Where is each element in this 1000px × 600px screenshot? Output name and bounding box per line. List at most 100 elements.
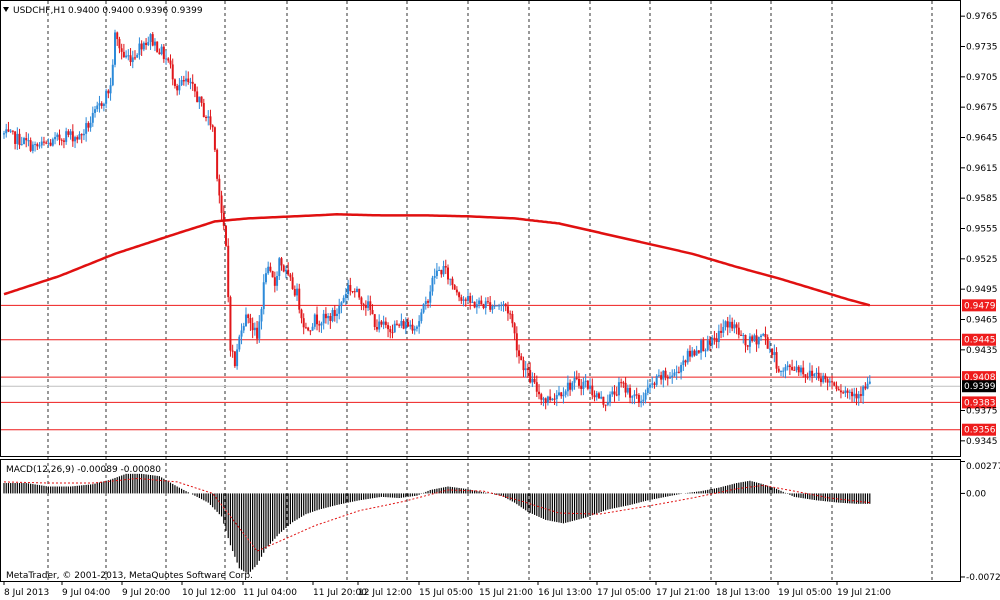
- candle-body: [138, 43, 141, 55]
- candle-body: [629, 387, 632, 398]
- candle-body: [771, 348, 774, 355]
- candle-body: [613, 391, 616, 395]
- candle-body: [806, 376, 809, 378]
- candle-body: [40, 141, 43, 146]
- candle-body: [864, 386, 867, 389]
- candle-body: [819, 378, 822, 383]
- price-tick-label: 0.9735: [966, 43, 998, 53]
- candle-body: [655, 375, 658, 385]
- candle-body: [777, 368, 780, 372]
- time-tick-label: 11 Jul 20:00: [313, 588, 367, 598]
- candle-body: [442, 266, 445, 275]
- candle-body: [415, 326, 418, 329]
- candle-body: [120, 48, 123, 52]
- candle-body: [176, 85, 179, 91]
- candle-body: [602, 396, 605, 405]
- price-tick-label: 0.9345: [966, 437, 998, 447]
- price-tick-label: 0.9645: [966, 134, 998, 144]
- candle-body: [859, 394, 862, 396]
- candle-body: [671, 375, 674, 377]
- price-tick-label: 0.9465: [966, 316, 998, 326]
- candle-body: [571, 382, 574, 390]
- candle-body: [74, 137, 77, 142]
- candle-body: [500, 305, 503, 307]
- candle-body: [36, 144, 39, 147]
- candle-body: [584, 380, 587, 382]
- candle-body: [289, 274, 292, 278]
- candle-body: [429, 291, 432, 303]
- horizontal-levels: 0.9479 0.9445 0.9408 0.9383 0.9356 0.9399: [1, 299, 996, 436]
- candle-body: [220, 195, 223, 213]
- candle-body: [728, 321, 731, 328]
- candle-body: [362, 304, 365, 306]
- candle-body: [384, 321, 387, 326]
- candle-body: [351, 291, 354, 293]
- candle-body: [5, 129, 8, 134]
- candle-body: [447, 267, 449, 280]
- candle-body: [726, 321, 729, 328]
- candle-body: [300, 309, 303, 319]
- candle-body: [20, 144, 23, 146]
- candle-body: [533, 378, 536, 383]
- candle-body: [238, 336, 241, 350]
- candle-body: [684, 360, 687, 363]
- macd-indicator-label: MACD(12,26,9) -0.00089 -0.00080: [6, 465, 161, 475]
- candle-body: [178, 84, 181, 91]
- candle-body: [140, 43, 143, 50]
- candle-body: [293, 289, 296, 296]
- candle-body: [653, 383, 656, 385]
- candle-body: [484, 301, 487, 309]
- candle-body: [586, 380, 589, 389]
- candle-body: [7, 129, 10, 132]
- candle-body: [695, 350, 698, 356]
- candle-body: [431, 277, 434, 292]
- candle-body: [311, 326, 314, 331]
- macd-tick-label: 0.00277: [966, 462, 1000, 472]
- macd-tick-label: -0.00725: [966, 573, 1000, 583]
- candle-body: [9, 130, 12, 132]
- candle-body: [489, 302, 492, 310]
- candle-body: [573, 377, 576, 383]
- candle-body: [49, 142, 52, 146]
- candle-body: [773, 352, 776, 355]
- candle-body: [413, 328, 416, 331]
- candle-body: [449, 278, 452, 280]
- candle-body: [515, 333, 518, 351]
- candle-body: [262, 282, 265, 310]
- candle-body: [404, 321, 407, 329]
- candle-body: [720, 330, 723, 333]
- candle-body: [680, 364, 683, 373]
- candle-body: [342, 297, 345, 303]
- candle-body: [711, 337, 714, 345]
- time-tick-label: 16 Jul 13:00: [538, 588, 592, 598]
- candle-body: [575, 377, 578, 379]
- price-tick-label: 0.9615: [966, 164, 998, 174]
- candle-body: [231, 350, 234, 352]
- candle-body: [398, 324, 401, 326]
- candle-body: [296, 288, 299, 296]
- candle-body: [780, 370, 782, 372]
- candle-body: [313, 314, 316, 327]
- candle-body: [209, 116, 212, 126]
- candle-body: [85, 123, 88, 134]
- candle-body: [702, 340, 705, 352]
- candle-body: [114, 32, 116, 65]
- candle-body: [329, 315, 332, 321]
- candle-body: [546, 396, 549, 403]
- candle-body: [264, 273, 267, 283]
- candle-body: [649, 384, 652, 388]
- candle-body: [660, 375, 663, 380]
- candle-body: [378, 321, 381, 330]
- candle-body: [158, 52, 161, 55]
- candle-body: [686, 350, 689, 363]
- candle-body: [129, 55, 132, 63]
- candle-body: [691, 350, 694, 357]
- candle-body: [251, 322, 254, 331]
- candle-body: [98, 103, 101, 106]
- macd-axis: 0.00277 0.00 -0.00725: [961, 460, 1000, 583]
- candle-body: [504, 304, 507, 307]
- time-tick-label: 19 Jul 05:00: [778, 588, 832, 598]
- candle-body: [111, 64, 114, 86]
- candle-body: [260, 309, 263, 322]
